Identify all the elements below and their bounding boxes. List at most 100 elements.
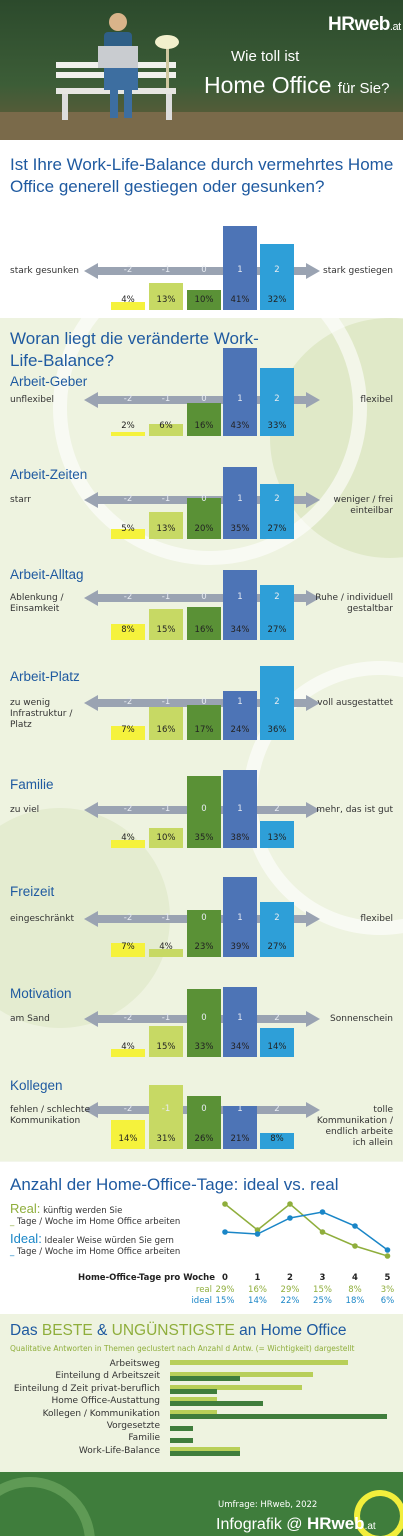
scale-tick: -1	[161, 913, 171, 923]
bar-1	[223, 987, 257, 1057]
bar-beste	[170, 1372, 313, 1378]
chart-title: Arbeit-Platz	[10, 669, 80, 684]
chart-title: Arbeit-Geber	[10, 374, 88, 389]
data-label: 21%	[230, 1134, 250, 1144]
right-label: mehr, das ist gut	[316, 805, 393, 815]
chart-title: Kollegen	[10, 1078, 63, 1093]
right-label: Sonnenschein	[330, 1014, 393, 1024]
scale-tick: -1	[161, 592, 171, 602]
bar-1	[223, 225, 257, 310]
legend-real: Real: künftig werden Sie _ Tage / Woche …	[10, 1201, 181, 1227]
bar-1	[223, 347, 257, 436]
data-label: 7%	[121, 942, 135, 952]
data-label: 3%	[380, 1285, 395, 1295]
data-label: 4%	[121, 833, 135, 843]
scale-tick: 0	[201, 494, 207, 504]
scale-tick: 1	[237, 592, 243, 602]
bar--2	[111, 431, 145, 436]
scale-tick: 0	[201, 804, 207, 814]
data-label: 15%	[156, 1042, 176, 1052]
data-label: 34%	[230, 625, 250, 635]
bar--2	[111, 623, 145, 640]
scale-tick: -2	[123, 394, 133, 404]
data-label: 36%	[267, 725, 287, 735]
bar-0	[187, 607, 221, 640]
bar--1	[149, 1026, 183, 1057]
scale-tick: 2	[274, 697, 280, 707]
series-point-ideal	[319, 1209, 326, 1215]
left-label: zu wenig Infrastruktur / Platz	[10, 698, 73, 730]
data-label: 15%	[313, 1285, 332, 1295]
scale-tick: -2	[123, 1013, 133, 1023]
scale-tick: -2	[123, 592, 133, 602]
bar--2	[111, 528, 145, 539]
bar-beste	[170, 1360, 349, 1365]
series-point-ideal	[254, 1231, 261, 1237]
scale-tick: -1	[161, 394, 171, 404]
chart-title: Arbeit-Zeiten	[10, 467, 88, 482]
series-line-real	[224, 1203, 388, 1257]
scale-tick: 2	[274, 913, 280, 923]
category-label: Einteilung d Arbeitszeit	[55, 1371, 160, 1382]
data-label: 15%	[215, 1296, 235, 1306]
data-label: 14%	[118, 1134, 138, 1144]
scale-tick: -1	[161, 1013, 171, 1023]
right-label: flexibel	[360, 914, 393, 924]
series-point-ideal	[287, 1215, 293, 1221]
data-label: 8%	[348, 1285, 362, 1295]
scale-tick: 1	[237, 1013, 243, 1023]
right-label: weniger / frei einteilbar	[333, 495, 393, 516]
bar-0	[187, 705, 221, 740]
series-point-ideal	[222, 1229, 228, 1235]
category-label: Arbeitsweg	[109, 1359, 160, 1369]
data-label: 35%	[230, 524, 250, 534]
data-label: 4%	[121, 1042, 135, 1052]
scale-tick: -1	[161, 697, 171, 707]
scale-tick: -1	[161, 1104, 171, 1114]
data-label: 33%	[194, 1042, 214, 1052]
bar--2	[111, 1120, 145, 1149]
data-label: 6%	[159, 421, 173, 431]
bar-0	[187, 909, 221, 957]
data-label: 34%	[230, 1042, 250, 1052]
q2-title: Woran liegt die veränderte Work-Life-Bal…	[10, 329, 259, 370]
data-label: 39%	[230, 942, 250, 952]
bar-beste	[170, 1409, 217, 1415]
data-label: 16%	[194, 625, 214, 635]
data-label: 8%	[121, 625, 135, 635]
scale-tick: 0	[201, 394, 207, 404]
data-label: 22%	[280, 1296, 300, 1306]
bar-2	[260, 244, 294, 310]
series-point-real	[352, 1243, 358, 1249]
scale-tick: 0	[201, 697, 207, 707]
scale-tick: -2	[123, 1104, 133, 1114]
bar-0	[187, 989, 221, 1057]
data-label: 4%	[121, 295, 135, 305]
data-label: 25%	[313, 1296, 332, 1306]
right-label: stark gestiegen	[323, 266, 393, 276]
bar-2	[260, 821, 294, 848]
category-label: Work-Life-Balance	[78, 1445, 160, 1456]
right-label: tolle Kommunikation / endlich arbeite ic…	[316, 1105, 393, 1148]
scale-tick: 2	[274, 1104, 280, 1114]
bar--2	[111, 725, 145, 740]
chart-title: Familie	[10, 777, 54, 792]
right-label: voll ausgestattet	[317, 698, 393, 708]
scale-tick: -1	[161, 494, 171, 504]
x-tick: 2	[287, 1273, 293, 1283]
row-label: real	[195, 1285, 212, 1295]
left-label: starr	[10, 495, 31, 505]
bar-beste	[170, 1397, 217, 1403]
scale-tick: 0	[201, 1013, 207, 1023]
chart-title: Freizeit	[10, 884, 55, 899]
data-label: 6%	[380, 1296, 395, 1306]
left-label: unflexibel	[10, 395, 55, 405]
brand-logo: HRweb.at	[328, 14, 401, 35]
series-point-real	[222, 1201, 228, 1207]
bar-ungünstigste	[170, 1413, 387, 1419]
scale-tick: 1	[237, 394, 243, 404]
left-label: am Sand	[10, 1014, 50, 1024]
best-worst-title: Das BESTE & UNGÜNSTIGSTE an Home Office	[10, 1322, 347, 1339]
bar-2	[260, 1028, 294, 1057]
data-label: 8%	[270, 1134, 284, 1144]
